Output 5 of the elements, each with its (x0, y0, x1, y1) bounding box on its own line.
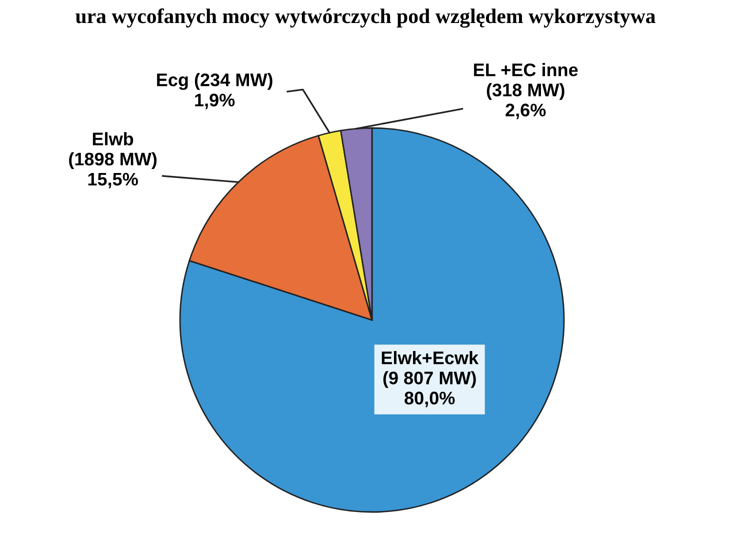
slice-label: EL +EC inne (318 MW) 2,6% (474, 63, 578, 120)
slice-label: Ecg (234 MW) 1,9% (157, 73, 272, 110)
slice-label: Elwb (1898 MW) 15,5% (69, 132, 157, 188)
chart-title: ura wycofanych mocy wytwórczych pod względem wykorzystywa (76, 8, 656, 28)
slice-label: Elwk+Ecwk (9 807 MW) 80,0% (382, 351, 479, 408)
